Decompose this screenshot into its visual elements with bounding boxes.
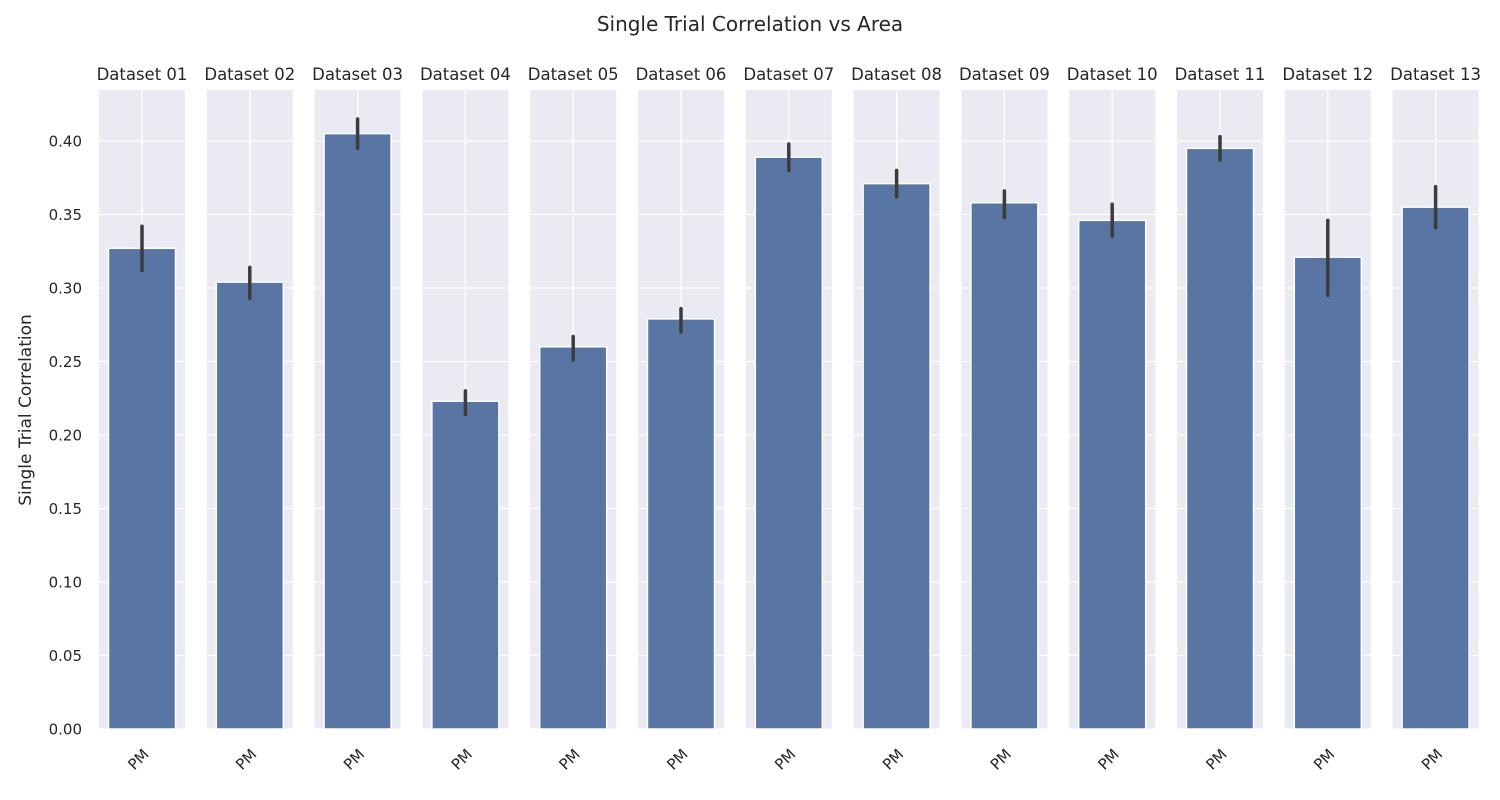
x-tick-label: PM bbox=[987, 745, 1015, 773]
bar bbox=[431, 400, 500, 730]
y-tick-label: 0.00 bbox=[49, 721, 82, 739]
bar bbox=[215, 281, 285, 730]
y-tick-label: 0.20 bbox=[49, 427, 82, 445]
bar bbox=[1293, 256, 1363, 730]
bar bbox=[1185, 147, 1255, 730]
panel-title: Dataset 01 bbox=[97, 65, 188, 84]
x-tick-label: PM bbox=[340, 745, 368, 773]
x-tick-label: PM bbox=[448, 745, 476, 773]
panel-title: Dataset 02 bbox=[204, 65, 295, 84]
panel-title: Dataset 06 bbox=[636, 65, 727, 84]
x-tick-label: PM bbox=[1202, 745, 1230, 773]
bar bbox=[323, 132, 392, 730]
bar bbox=[538, 346, 608, 730]
y-axis-label: Single Trial Correlation bbox=[16, 314, 36, 506]
chart-title: Single Trial Correlation vs Area bbox=[596, 12, 904, 36]
panel-title: Dataset 09 bbox=[959, 65, 1050, 84]
x-tick-label: PM bbox=[1310, 745, 1338, 773]
bar bbox=[107, 247, 177, 730]
y-tick-label: 0.25 bbox=[49, 353, 82, 371]
panel-title: Dataset 05 bbox=[528, 65, 619, 84]
x-tick-label: PM bbox=[124, 745, 152, 773]
y-tick-label: 0.35 bbox=[49, 206, 82, 224]
panel-title: Dataset 07 bbox=[743, 65, 834, 84]
bar bbox=[970, 201, 1039, 730]
x-tick-label: PM bbox=[879, 745, 907, 773]
bar bbox=[1077, 219, 1147, 730]
x-tick-label: PM bbox=[663, 745, 691, 773]
panel-title: Dataset 12 bbox=[1282, 65, 1373, 84]
x-tick-label: PM bbox=[771, 745, 799, 773]
y-tick-label: 0.40 bbox=[49, 133, 82, 151]
bar bbox=[754, 156, 824, 730]
bar bbox=[646, 318, 716, 730]
y-tick-label: 0.30 bbox=[49, 280, 82, 298]
panel-title: Dataset 03 bbox=[312, 65, 403, 84]
bar bbox=[862, 182, 931, 730]
y-tick-label: 0.10 bbox=[49, 574, 82, 592]
panel-title: Dataset 10 bbox=[1067, 65, 1158, 84]
x-tick-label: PM bbox=[556, 745, 584, 773]
panel-title: Dataset 04 bbox=[420, 65, 511, 84]
panel-title: Dataset 11 bbox=[1175, 65, 1266, 84]
x-tick-label: PM bbox=[1418, 745, 1446, 773]
x-tick-label: PM bbox=[232, 745, 260, 773]
panel-title: Dataset 08 bbox=[851, 65, 942, 84]
x-tick-label: PM bbox=[1095, 745, 1123, 773]
panel-title: Dataset 13 bbox=[1390, 65, 1481, 84]
y-tick-label: 0.05 bbox=[49, 647, 82, 665]
y-tick-label: 0.15 bbox=[49, 500, 82, 518]
bar bbox=[1401, 206, 1470, 730]
